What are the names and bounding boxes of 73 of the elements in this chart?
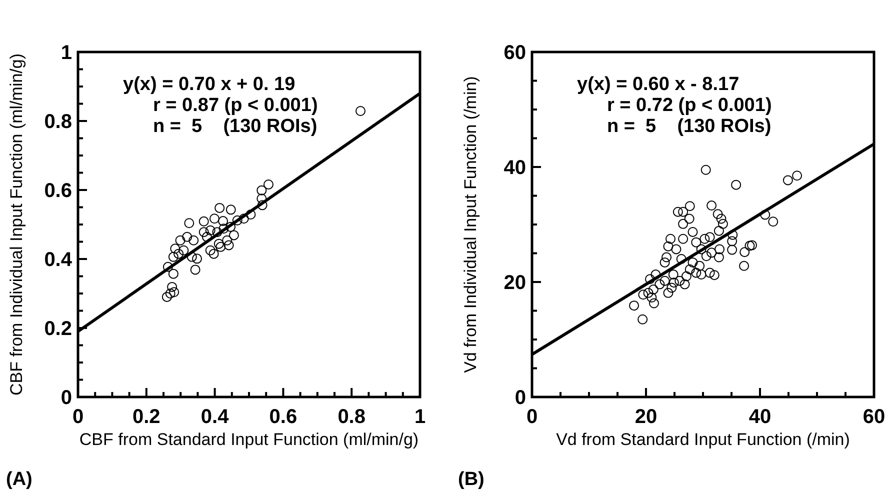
point — [169, 287, 180, 298]
y-tick-label: 40 — [504, 157, 526, 179]
x-tick-label: 1 — [414, 406, 426, 428]
point — [224, 240, 234, 250]
text: (B) — [458, 469, 484, 490]
point — [168, 268, 178, 279]
point — [162, 262, 173, 272]
point — [355, 106, 366, 116]
y-tick-label: 0.6 — [44, 180, 72, 202]
y-tick-label: 0.4 — [44, 249, 73, 271]
x-tick-label: 0.2 — [132, 406, 160, 428]
point — [167, 282, 178, 292]
point — [202, 232, 212, 242]
y-tick-label: 1 — [60, 42, 72, 64]
point — [188, 235, 199, 246]
y-tick-label: 60 — [504, 42, 526, 64]
point — [218, 224, 229, 234]
point — [182, 232, 192, 242]
point — [256, 185, 267, 196]
x-tick-label: 0.6 — [269, 406, 298, 428]
point — [186, 252, 197, 262]
annotation: r = 0.72 (p < 0.001) — [607, 95, 772, 116]
point — [226, 204, 236, 215]
y-tick-label: 0.8 — [44, 111, 72, 133]
annotation: n = 5 (130 ROIs) — [607, 116, 772, 137]
point — [214, 238, 224, 249]
annotation: n = 5 (130 ROIs) — [153, 116, 318, 137]
y-tick-label: 0 — [60, 387, 72, 409]
annotation: r = 0.87 (p < 0.001) — [153, 95, 318, 116]
point — [256, 194, 267, 204]
x-tick-label: 0.8 — [338, 406, 366, 428]
annotation: y(x) = 0.70 x + 0. 19 — [123, 74, 296, 95]
point — [198, 227, 209, 238]
y-axis-title: Vd from Individual Input Function (/min) — [461, 76, 480, 373]
point — [165, 288, 176, 298]
point — [214, 202, 225, 213]
point — [246, 209, 256, 220]
point — [257, 200, 268, 210]
x-axis-title: CBF from Standard Input Function (ml/min/g) — [79, 430, 419, 449]
point — [168, 252, 178, 262]
point — [226, 222, 236, 232]
x-axis-title: Vd from Standard Input Function (/min) — [556, 430, 850, 449]
text: (A) — [6, 469, 32, 490]
point — [192, 254, 202, 264]
point — [228, 230, 239, 240]
point — [184, 218, 194, 228]
x-tick-label: 40 — [748, 406, 772, 428]
point — [232, 215, 242, 226]
x-tick-label: 20 — [634, 406, 658, 428]
point — [170, 244, 180, 254]
point — [205, 245, 216, 256]
point — [190, 264, 200, 275]
y-tick-label: 0 — [514, 387, 526, 409]
point — [198, 216, 209, 226]
point — [212, 227, 222, 238]
point — [208, 248, 219, 259]
point — [174, 248, 184, 259]
x-tick-label: 60 — [862, 406, 886, 428]
point — [216, 242, 226, 252]
point — [205, 225, 216, 236]
y-tick-label: 20 — [504, 272, 526, 294]
point — [263, 179, 274, 190]
point — [222, 235, 232, 246]
x-tick-label: 0.4 — [200, 406, 230, 428]
point — [178, 245, 189, 256]
annotation: y(x) = 0.60 x - 8.17 — [577, 74, 740, 95]
point — [162, 292, 172, 302]
point — [175, 235, 186, 246]
y-axis-title: CBF from Individual Input Function (ml/min/g) — [7, 53, 26, 396]
point — [218, 216, 228, 226]
point — [238, 214, 249, 224]
point — [209, 214, 220, 224]
y-tick-label: 0.2 — [44, 318, 72, 340]
